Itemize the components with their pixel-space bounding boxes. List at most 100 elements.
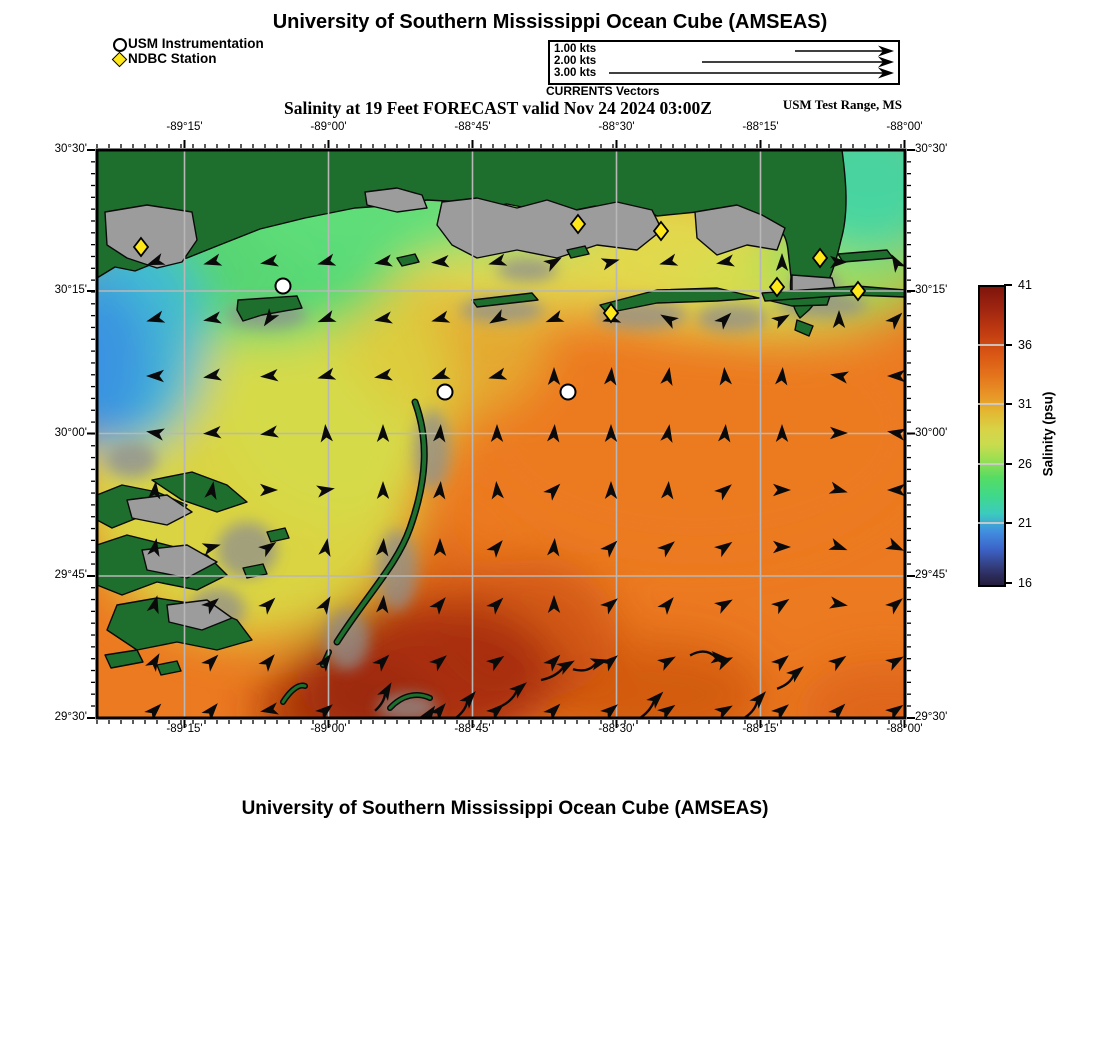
current-arrow bbox=[660, 424, 673, 443]
current-arrow bbox=[657, 541, 675, 558]
current-arrow bbox=[146, 253, 166, 266]
bay-islet-2 bbox=[794, 319, 814, 337]
current-arrow bbox=[885, 537, 905, 551]
current-arrow bbox=[486, 597, 504, 615]
current-arrow bbox=[204, 481, 217, 500]
current-arrow bbox=[775, 367, 788, 386]
region-label: USM Test Range, MS bbox=[782, 97, 902, 112]
current-arrow bbox=[776, 666, 804, 690]
current-arrow bbox=[433, 538, 447, 556]
current-arrow bbox=[316, 596, 331, 615]
current-arrow bbox=[376, 481, 390, 499]
current-arrow bbox=[545, 310, 565, 323]
colorbar-tick-label: 16 bbox=[1018, 576, 1032, 590]
current-arrow bbox=[489, 309, 508, 324]
bay-gray-center bbox=[436, 197, 663, 259]
current-arrow bbox=[716, 254, 735, 267]
bay-gray-east bbox=[694, 204, 786, 256]
current-arrow bbox=[600, 258, 620, 271]
current-arrow bbox=[885, 656, 904, 671]
current-arrow bbox=[885, 312, 903, 330]
ndbc-station-marker bbox=[569, 213, 587, 235]
current-arrow bbox=[490, 424, 504, 442]
current-arrow bbox=[547, 595, 561, 613]
current-arrow bbox=[258, 541, 277, 558]
legend-row-usm: USM Instrumentation bbox=[112, 36, 264, 52]
current-arrow bbox=[374, 311, 393, 324]
current-arrow bbox=[431, 255, 450, 268]
current-arrow bbox=[376, 538, 389, 557]
ndbc-station-marker bbox=[811, 247, 829, 269]
current-arrow bbox=[260, 425, 279, 438]
current-arrow bbox=[488, 253, 508, 266]
current-arrow bbox=[148, 481, 161, 500]
current-arrow bbox=[201, 598, 219, 615]
current-arrow bbox=[714, 484, 732, 501]
current-arrow bbox=[773, 483, 791, 497]
current-arrow bbox=[203, 368, 222, 381]
current-arrow bbox=[547, 538, 560, 557]
current-arrow bbox=[828, 703, 846, 718]
current-arrow bbox=[486, 540, 503, 558]
current-arrow bbox=[714, 599, 733, 614]
legend-label-usm: USM Instrumentation bbox=[128, 36, 264, 51]
current-arrow bbox=[201, 703, 218, 718]
current-arrow bbox=[260, 483, 278, 497]
page-title: University of Southern Mississippi Ocean… bbox=[272, 11, 828, 33]
current-arrow bbox=[829, 596, 848, 609]
current-arrow bbox=[632, 691, 664, 718]
lon-label-top: -89°15' bbox=[166, 121, 203, 133]
lat-label-right: 29°45' bbox=[915, 569, 948, 581]
ndbc-station-marker bbox=[132, 236, 150, 258]
current-arrow bbox=[146, 310, 166, 323]
currents-vector-scale-box: 1.00 kts 2.00 kts 3.00 kts bbox=[548, 40, 900, 85]
current-arrow bbox=[887, 483, 905, 497]
current-arrow bbox=[374, 254, 393, 267]
bay-gray-west bbox=[364, 187, 428, 213]
marsh-gray-3 bbox=[166, 599, 233, 631]
marsh-islet-3 bbox=[104, 649, 144, 669]
lat-label-left: 30°00' bbox=[54, 426, 87, 439]
current-arrow bbox=[775, 253, 789, 271]
current-arrow bbox=[600, 704, 618, 718]
current-arrow bbox=[318, 538, 331, 557]
current-arrow bbox=[775, 424, 789, 442]
deer-island bbox=[396, 253, 420, 267]
current-arrow bbox=[203, 253, 223, 266]
colorbar-axis-label: Salinity (psu) bbox=[1040, 391, 1056, 477]
land-masses bbox=[97, 150, 905, 676]
lat-label-right: 30°15' bbox=[915, 284, 948, 296]
current-arrow bbox=[828, 655, 847, 672]
current-arrow bbox=[828, 538, 848, 551]
current-arrow bbox=[657, 704, 676, 718]
current-arrow bbox=[660, 367, 673, 386]
current-arrow bbox=[147, 538, 160, 557]
current-arrow bbox=[374, 682, 392, 712]
current-arrow bbox=[429, 703, 446, 718]
current-arrow bbox=[495, 682, 527, 710]
marsh-islet-2 bbox=[242, 563, 268, 579]
kts-2-label: 2.00 kts bbox=[554, 55, 597, 67]
current-arrow bbox=[572, 658, 609, 672]
current-arrow bbox=[433, 481, 446, 500]
current-arrow bbox=[660, 314, 679, 329]
current-arrow bbox=[376, 595, 389, 614]
current-arrow bbox=[317, 367, 337, 380]
current-arrow bbox=[317, 253, 337, 266]
current-vector-arrows bbox=[144, 253, 905, 718]
ndbc-station-marker bbox=[768, 276, 786, 298]
current-arrow bbox=[258, 654, 275, 672]
current-arrow bbox=[604, 481, 618, 499]
legend-label-ndbc: NDBC Station bbox=[128, 51, 217, 66]
current-arrow bbox=[600, 655, 618, 672]
marsh-islet-1 bbox=[266, 527, 290, 543]
ndbc-station-marker bbox=[602, 302, 620, 324]
lon-label-bottom: -89°15' bbox=[166, 723, 203, 735]
current-arrow bbox=[201, 543, 221, 556]
marsh-4 bbox=[151, 471, 248, 513]
current-arrow bbox=[450, 691, 476, 718]
current-arrow bbox=[540, 660, 575, 682]
current-arrow bbox=[433, 424, 446, 443]
lat-label-left: 30°15' bbox=[54, 284, 87, 296]
